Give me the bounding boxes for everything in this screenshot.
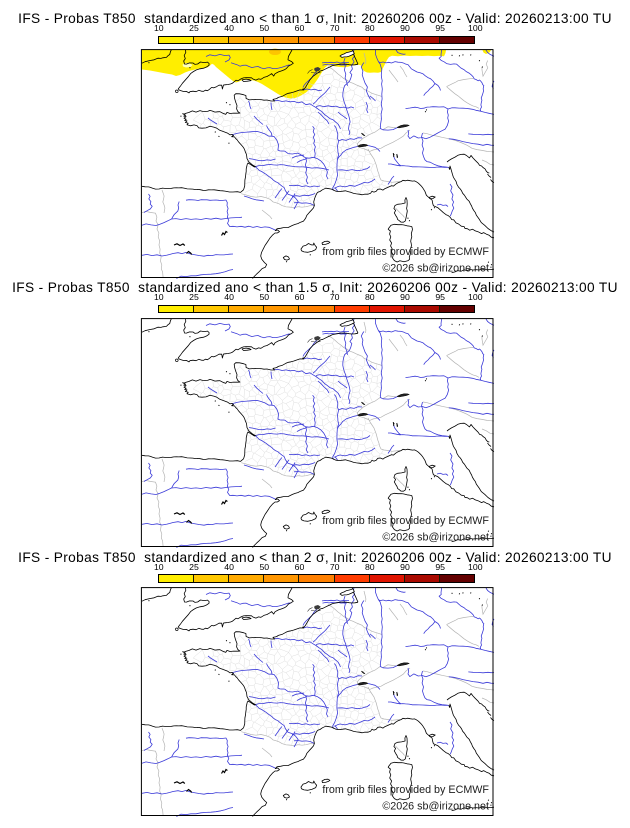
svg-text:from grib files provided by EC: from grib files provided by ECMWF — [322, 246, 489, 258]
svg-text:©2026 sb@irizone.net: ©2026 sb@irizone.net — [382, 801, 489, 813]
svg-text:from grib files provided by EC: from grib files provided by ECMWF — [322, 784, 489, 796]
svg-text:from grib files provided by EC: from grib files provided by ECMWF — [322, 515, 489, 527]
svg-text:©2026 sb@irizone.net: ©2026 sb@irizone.net — [382, 531, 489, 543]
svg-text:©2026 sb@irizone.net: ©2026 sb@irizone.net — [382, 262, 489, 274]
